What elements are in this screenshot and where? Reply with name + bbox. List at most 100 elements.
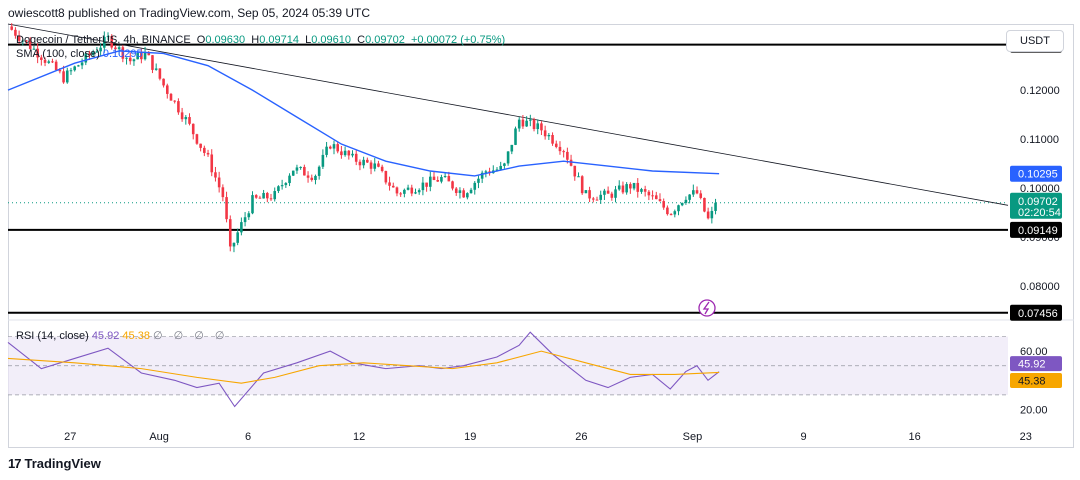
candle-down[interactable] [699,190,703,200]
sma-line[interactable] [7,50,720,177]
candle-down[interactable] [595,196,599,201]
candle-down[interactable] [128,52,132,65]
candle-down[interactable] [14,27,17,39]
candle-up[interactable] [91,49,95,57]
candle-down[interactable] [706,207,710,220]
candle-up[interactable] [499,161,502,171]
candle-up[interactable] [677,204,680,216]
candle-up[interactable] [640,187,643,194]
candle-down[interactable] [188,113,191,126]
candle-up[interactable] [73,65,76,72]
candle-down[interactable] [25,40,28,45]
candle-up[interactable] [440,174,443,184]
level-price-label[interactable]: 0.09149 [1010,221,1062,238]
candle-down[interactable] [28,37,32,50]
candle-up[interactable] [625,182,628,195]
candle-down[interactable] [610,191,614,201]
candle-up[interactable] [106,32,110,41]
candle-down[interactable] [621,181,625,195]
candle-up[interactable] [714,198,717,215]
candle-down[interactable] [532,117,536,132]
rsi-ma-line[interactable] [7,350,720,384]
candle-down[interactable] [395,186,399,197]
candle-up[interactable] [614,185,617,203]
candle-up[interactable] [136,51,139,60]
candle-down[interactable] [399,191,402,197]
candle-down[interactable] [651,190,654,200]
candle-down[interactable] [258,195,262,199]
candle-down[interactable] [228,215,232,252]
candle-down[interactable] [558,141,562,155]
candle-up[interactable] [692,184,695,197]
candle-down[interactable] [451,180,454,191]
candle-down[interactable] [180,107,184,122]
candle-up[interactable] [603,188,606,201]
candle-down[interactable] [388,176,391,191]
candle-up[interactable] [458,187,462,199]
candle-up[interactable] [525,116,528,127]
candle-up[interactable] [288,173,291,187]
candle-down[interactable] [328,145,332,150]
candle-up[interactable] [236,228,239,246]
candle-down[interactable] [377,160,380,168]
candle-down[interactable] [425,182,428,192]
candle-up[interactable] [154,63,158,71]
candle-down[interactable] [158,68,162,81]
candle-up[interactable] [317,165,321,180]
sma-price-label[interactable]: 0.10295 [1010,165,1062,182]
candle-up[interactable] [414,188,417,195]
candle-down[interactable] [380,164,384,173]
candle-up[interactable] [343,146,347,157]
candle-down[interactable] [521,115,525,129]
candle-down[interactable] [566,147,569,164]
candle-down[interactable] [310,174,314,182]
candle-up[interactable] [710,206,714,224]
candle-up[interactable] [262,189,265,199]
candle-up[interactable] [240,217,243,236]
candle-down[interactable] [358,159,362,171]
candle-up[interactable] [295,164,299,174]
candle-down[interactable] [369,160,373,175]
candle-down[interactable] [340,145,343,159]
candle-up[interactable] [125,57,128,65]
candle-up[interactable] [529,114,532,127]
candle-up[interactable] [406,184,410,191]
candle-up[interactable] [32,45,36,50]
candle-up[interactable] [688,194,691,204]
candle-down[interactable] [225,191,228,223]
candle-down[interactable] [306,171,310,183]
candle-down[interactable] [195,133,199,145]
descending-trendline[interactable] [7,23,1009,206]
candle-up[interactable] [95,46,99,54]
candle-up[interactable] [443,172,447,178]
sma-legend[interactable]: SMA (100, close) 0.10295 [16,48,143,60]
candle-up[interactable] [514,126,517,146]
candle-down[interactable] [454,186,458,196]
candle-down[interactable] [647,190,651,201]
candle-down[interactable] [658,193,662,202]
symbol-name[interactable]: Dogecoin / TetherUS, 4h, BINANCE [16,34,191,46]
candle-down[interactable] [269,193,273,201]
candle-down[interactable] [462,188,465,198]
candle-up[interactable] [277,185,280,194]
candle-down[interactable] [221,184,225,202]
candle-up[interactable] [517,117,521,132]
candle-up[interactable] [680,202,684,207]
candle-down[interactable] [654,191,658,200]
candle-up[interactable] [506,151,510,166]
candle-up[interactable] [480,170,484,184]
candle-down[interactable] [214,166,217,182]
candle-down[interactable] [643,185,647,197]
candle-down[interactable] [40,54,43,66]
candle-down[interactable] [588,186,591,203]
candle-down[interactable] [140,48,143,64]
candle-up[interactable] [373,158,377,172]
candle-up[interactable] [21,38,25,46]
candle-down[interactable] [199,143,202,152]
candle-down[interactable] [266,191,269,203]
candle-down[interactable] [629,182,632,194]
candle-up[interactable] [132,58,136,66]
candle-up[interactable] [332,140,336,155]
candle-down[interactable] [210,149,214,177]
